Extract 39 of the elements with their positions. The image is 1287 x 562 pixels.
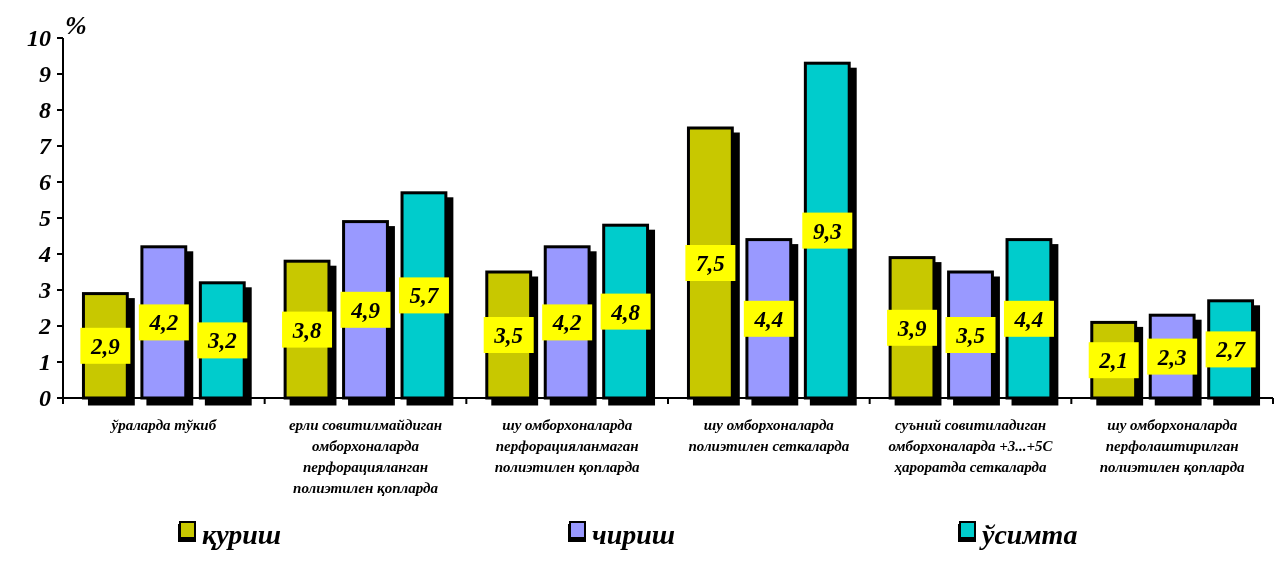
y-axis-title: %	[65, 11, 87, 40]
data-label: 2,7	[1215, 337, 1247, 363]
y-tick-label: 6	[39, 169, 51, 195]
data-label: 3,5	[493, 323, 524, 348]
y-tick-label: 8	[39, 97, 51, 123]
legend-label: қуриш	[202, 519, 282, 550]
y-tick-label: 2	[38, 313, 51, 339]
legend-label: ўсимта	[979, 519, 1078, 550]
data-label: 2,9	[90, 333, 121, 359]
data-label: 2,1	[1098, 348, 1129, 374]
data-label: 9,3	[812, 218, 842, 244]
data-label: 4,4	[753, 306, 784, 332]
x-tick-label: ўраларда тўкиб	[109, 417, 217, 433]
x-tick-label: шу омборхоналарда перфолаштирилган полиэтилен қопларда	[1099, 417, 1246, 475]
y-tick-label: 0	[39, 385, 51, 411]
x-tick-label: шу омборхоналарда перфорацияланмаган полиэтилен қопларда	[494, 417, 641, 475]
x-tick-label: ерли совитилмайдиган омборхоналарда перфорацияланган полиэтилен қопларда	[288, 417, 443, 496]
legend-label: чириш	[592, 519, 676, 550]
data-label: 5,7	[409, 283, 440, 309]
data-label: 3,5	[955, 323, 985, 348]
y-tick-label: 10	[27, 25, 51, 51]
data-label: 4,2	[148, 310, 179, 336]
data-label: 3,2	[206, 328, 237, 354]
y-tick-label: 9	[39, 61, 51, 87]
y-tick-label: 1	[39, 349, 51, 375]
y-tick-label: 4	[38, 241, 51, 267]
x-tick-label: суъний совитиладиган омборхоналарда +3...+5С ҳароратда сеткаларда	[888, 417, 1054, 475]
data-label: 2,3	[1156, 344, 1187, 370]
x-tick-label: шу омборхоналарда полиэтилен сеткаларда	[688, 417, 850, 454]
data-label: 4,4	[1013, 306, 1044, 332]
data-label: 3,8	[291, 317, 322, 343]
y-tick-label: 3	[38, 277, 51, 303]
data-label: 7,5	[696, 251, 725, 276]
data-label: 4,2	[551, 310, 582, 336]
y-tick-label: 7	[39, 133, 52, 159]
y-tick-label: 5	[39, 205, 51, 231]
data-label: 3,9	[896, 315, 927, 341]
data-label: 4,9	[350, 297, 381, 323]
data-label: 4,8	[610, 299, 641, 325]
